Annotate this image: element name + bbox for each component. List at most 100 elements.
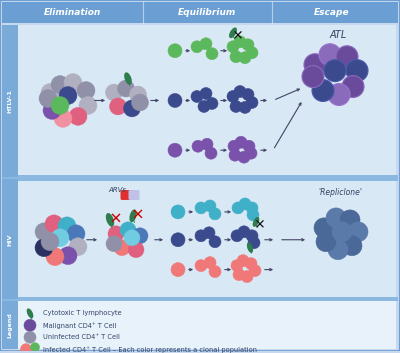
Circle shape	[171, 205, 185, 219]
Circle shape	[229, 149, 241, 161]
Circle shape	[192, 140, 204, 152]
FancyBboxPatch shape	[2, 301, 18, 349]
Circle shape	[243, 140, 255, 152]
Circle shape	[110, 98, 126, 115]
Circle shape	[238, 151, 250, 163]
Circle shape	[246, 96, 258, 108]
Circle shape	[118, 80, 134, 97]
Circle shape	[242, 89, 254, 101]
Circle shape	[233, 269, 245, 281]
Circle shape	[332, 222, 352, 242]
Circle shape	[232, 202, 244, 214]
Circle shape	[328, 240, 348, 260]
Circle shape	[39, 90, 57, 107]
Circle shape	[227, 41, 239, 53]
Circle shape	[209, 236, 221, 248]
Circle shape	[132, 228, 148, 244]
Circle shape	[59, 86, 77, 104]
Circle shape	[51, 96, 69, 114]
Circle shape	[340, 210, 360, 230]
Ellipse shape	[124, 72, 132, 85]
Circle shape	[200, 38, 212, 50]
Circle shape	[346, 60, 368, 82]
Circle shape	[319, 44, 341, 66]
Text: HIV: HIV	[8, 233, 12, 245]
Circle shape	[35, 239, 53, 257]
Circle shape	[302, 66, 324, 88]
FancyBboxPatch shape	[2, 25, 18, 177]
Ellipse shape	[253, 217, 259, 227]
Circle shape	[198, 101, 210, 112]
FancyBboxPatch shape	[2, 298, 398, 301]
FancyBboxPatch shape	[18, 25, 396, 177]
Circle shape	[168, 94, 182, 107]
Circle shape	[132, 94, 148, 111]
Circle shape	[41, 84, 59, 101]
Text: Elimination: Elimination	[43, 8, 101, 17]
Circle shape	[249, 265, 261, 276]
Circle shape	[203, 227, 215, 239]
Text: Escape: Escape	[314, 8, 350, 17]
Circle shape	[304, 54, 326, 76]
Circle shape	[237, 255, 249, 267]
Circle shape	[124, 230, 140, 246]
Circle shape	[248, 237, 260, 249]
Text: Equilibrium: Equilibrium	[178, 8, 236, 17]
Circle shape	[51, 76, 69, 94]
Circle shape	[69, 107, 87, 125]
Circle shape	[246, 202, 258, 214]
Circle shape	[171, 233, 185, 247]
Circle shape	[245, 258, 257, 270]
Circle shape	[204, 200, 216, 212]
Circle shape	[234, 36, 246, 48]
Text: ATL: ATL	[329, 30, 347, 40]
Circle shape	[195, 230, 207, 242]
Circle shape	[231, 260, 243, 271]
Circle shape	[239, 52, 251, 64]
Text: ARVs: ARVs	[108, 187, 126, 193]
Circle shape	[77, 82, 95, 100]
FancyBboxPatch shape	[120, 190, 132, 200]
Circle shape	[195, 260, 207, 271]
Text: Infected CD4⁺ T Cell – Each color represents a clonal population: Infected CD4⁺ T Cell – Each color repres…	[43, 346, 257, 353]
Circle shape	[336, 46, 358, 68]
Circle shape	[326, 208, 346, 228]
Circle shape	[43, 101, 61, 119]
Circle shape	[324, 60, 346, 82]
Circle shape	[247, 209, 259, 221]
Circle shape	[35, 223, 53, 241]
Text: Legend: Legend	[8, 312, 12, 338]
Circle shape	[342, 236, 362, 256]
Circle shape	[108, 226, 124, 242]
Circle shape	[206, 97, 218, 109]
Circle shape	[171, 263, 185, 276]
Circle shape	[106, 84, 122, 101]
Circle shape	[238, 226, 250, 238]
FancyBboxPatch shape	[128, 190, 140, 200]
Circle shape	[312, 79, 334, 101]
Text: 'Repliclone': 'Repliclone'	[318, 187, 362, 197]
FancyBboxPatch shape	[2, 2, 398, 23]
Circle shape	[209, 208, 221, 220]
Circle shape	[234, 85, 246, 97]
Circle shape	[24, 319, 36, 331]
Text: HTLV-1: HTLV-1	[8, 89, 12, 113]
Circle shape	[205, 147, 217, 159]
Circle shape	[195, 202, 207, 214]
Circle shape	[64, 74, 82, 91]
Circle shape	[46, 248, 64, 265]
Circle shape	[67, 225, 85, 243]
Circle shape	[246, 47, 258, 59]
FancyBboxPatch shape	[2, 175, 398, 181]
Circle shape	[24, 331, 36, 343]
FancyBboxPatch shape	[18, 301, 396, 349]
Circle shape	[114, 240, 130, 256]
Ellipse shape	[27, 309, 33, 318]
Circle shape	[79, 96, 97, 114]
Circle shape	[316, 232, 336, 252]
Text: Malignant CD4⁺ T Cell: Malignant CD4⁺ T Cell	[43, 322, 116, 329]
Circle shape	[51, 229, 69, 247]
Circle shape	[204, 257, 216, 269]
Circle shape	[30, 343, 40, 352]
Text: Uninfected CD4⁺ T Cell: Uninfected CD4⁺ T Cell	[43, 334, 120, 340]
